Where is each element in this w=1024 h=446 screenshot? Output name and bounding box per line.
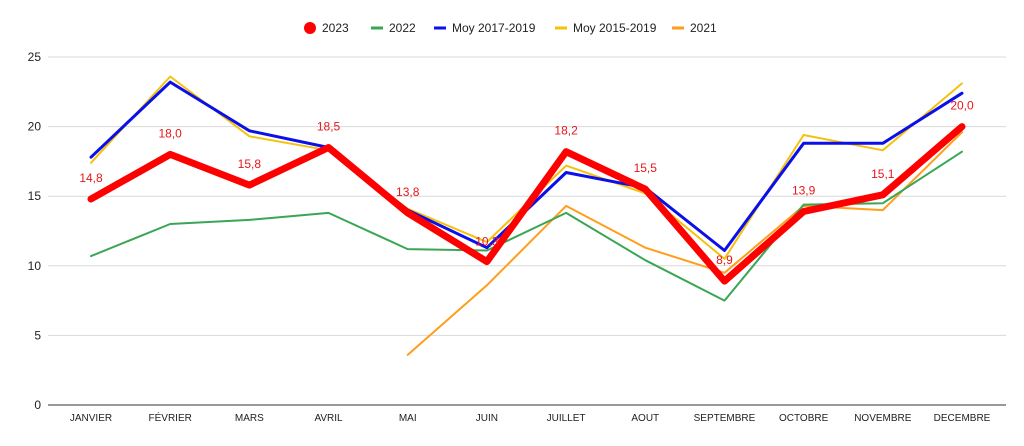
- x-tick-label: DECEMBRE: [934, 413, 991, 424]
- legend-label: 2023: [322, 21, 349, 35]
- series-line-2023: [87, 123, 966, 285]
- data-label: 13,8: [396, 185, 420, 199]
- legend-item-moy-2015-2019: Moy 2015-2019: [555, 21, 657, 35]
- x-tick-label: MARS: [235, 413, 264, 424]
- x-tick-label: OCTOBRE: [779, 413, 829, 424]
- gridlines: [48, 56, 1006, 406]
- y-tick-label: 0: [34, 398, 41, 412]
- data-label: 15,8: [238, 157, 262, 171]
- x-tick-label: MAI: [399, 413, 417, 424]
- legend-label: 2022: [389, 21, 416, 35]
- data-labels: 14,8 18,0 15,8 18,5 13,8 10,3 18,2 15,5 8,9 13,9 1…: [79, 99, 974, 268]
- legend-item-2022: 2022: [371, 21, 416, 35]
- y-tick-label: 25: [28, 50, 42, 64]
- data-label: 18,2: [554, 124, 578, 138]
- x-tick-label: FÉVRIER: [149, 411, 192, 424]
- series-line-moy-2017-2019: [89, 80, 964, 252]
- data-label: 8,9: [716, 253, 733, 267]
- data-label: 10,3: [475, 235, 499, 249]
- legend-item-2023: 2023: [304, 21, 349, 35]
- y-tick-label: 20: [28, 120, 42, 134]
- legend-label: Moy 2015-2019: [573, 21, 657, 35]
- x-tick-label: JUIN: [476, 413, 498, 424]
- data-label: 15,1: [871, 167, 895, 181]
- y-tick-label: 10: [28, 259, 42, 273]
- series-lines: [87, 75, 966, 356]
- x-tick-label: AVRIL: [314, 413, 343, 424]
- legend: 2023 2022 Moy 2017-2019 Moy 2015-2019 2021: [304, 21, 717, 35]
- x-tick-label: JANVIER: [70, 413, 112, 424]
- data-label: 14,8: [79, 171, 103, 185]
- x-tick-label: AOUT: [631, 413, 659, 424]
- series-line-2021: [406, 131, 963, 356]
- y-axis-tick-labels: 0 5 10 15 20 25: [28, 50, 42, 412]
- data-label: 18,0: [159, 126, 183, 140]
- data-label: 15,5: [634, 161, 658, 175]
- y-tick-label: 15: [28, 189, 42, 203]
- x-tick-label: SEPTEMBRE: [694, 413, 756, 424]
- data-label: 13,9: [792, 184, 816, 198]
- x-tick-label: NOVEMBRE: [854, 413, 912, 424]
- data-label: 20,0: [950, 99, 974, 113]
- x-tick-label: JUILLET: [547, 413, 586, 424]
- legend-item-moy-2017-2019: Moy 2017-2019: [434, 21, 536, 35]
- data-label: 18,5: [317, 119, 341, 133]
- legend-marker: [304, 22, 316, 34]
- legend-label: Moy 2017-2019: [452, 21, 536, 35]
- series-line-2022: [90, 150, 963, 302]
- legend-label: 2021: [690, 21, 717, 35]
- legend-item-2021: 2021: [672, 21, 717, 35]
- y-tick-label: 5: [34, 328, 41, 342]
- x-axis-tick-labels: JANVIER FÉVRIER MARS AVRIL MAI JUIN JUILLET AOU…: [70, 411, 991, 424]
